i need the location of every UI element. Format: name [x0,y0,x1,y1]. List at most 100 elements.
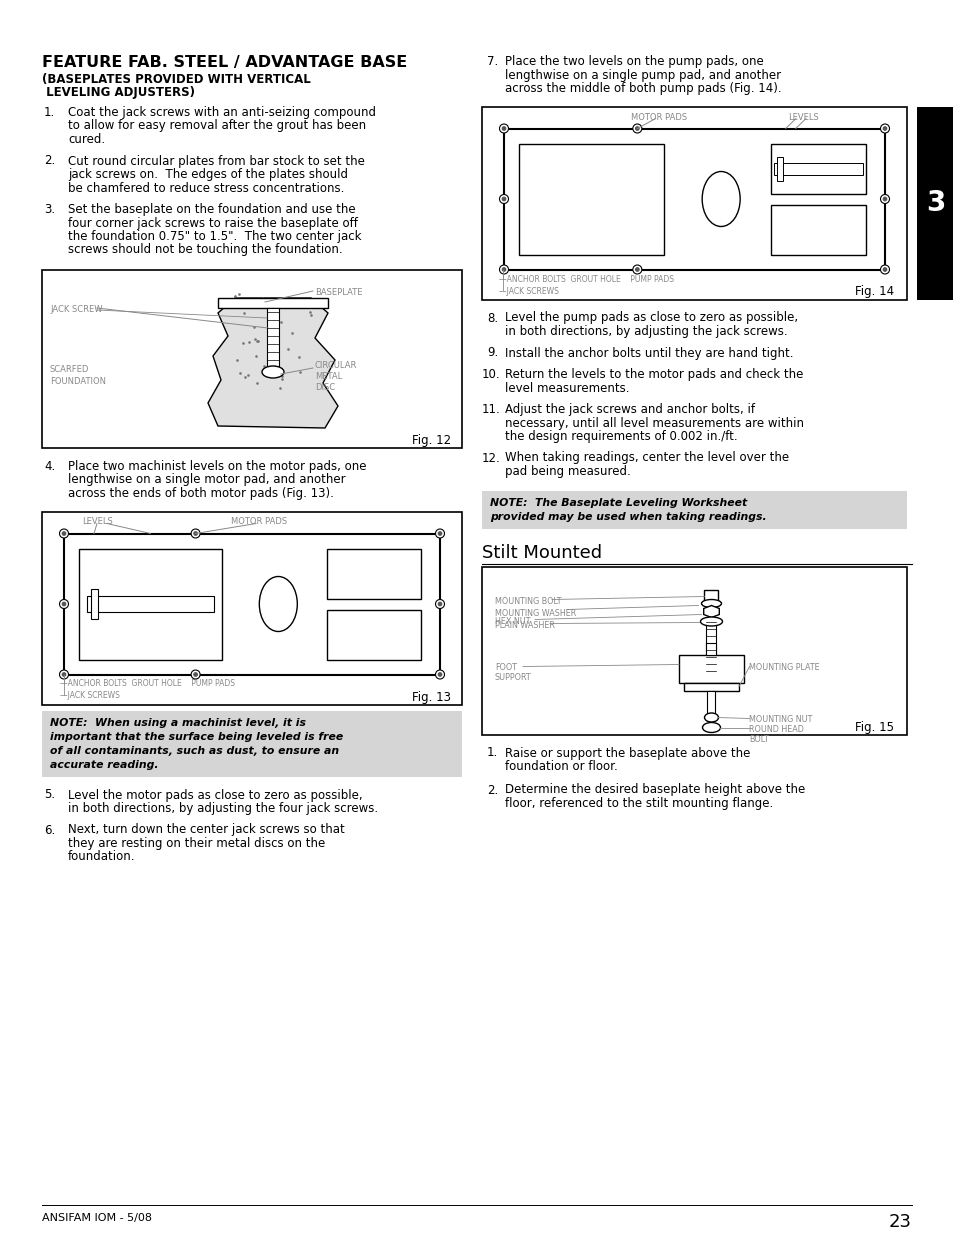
Bar [218,298,328,308]
Text: Place two machinist levels on the motor pads, one: Place two machinist levels on the motor … [68,459,366,473]
Text: Fig. 14: Fig. 14 [854,285,893,299]
Ellipse shape [701,172,740,226]
Text: 4.: 4. [44,459,55,473]
Circle shape [437,603,441,606]
Bar [679,655,743,683]
Text: Determine the desired baseplate height above the: Determine the desired baseplate height a… [504,783,804,797]
Text: Fig. 12: Fig. 12 [412,433,451,447]
Text: to allow for easy removal after the grout has been: to allow for easy removal after the grou… [68,120,366,132]
Text: MOUNTING WASHER: MOUNTING WASHER [495,609,576,618]
Text: 6.: 6. [44,824,55,836]
Text: —JACK SCREWS: —JACK SCREWS [498,287,558,295]
Text: METAL: METAL [314,372,342,382]
Bar [79,548,222,659]
Text: 2.: 2. [486,783,497,797]
Text: HEX NUT: HEX NUT [495,618,530,626]
Bar [481,490,906,529]
Text: When taking readings, center the level over the: When taking readings, center the level o… [504,452,788,464]
Bar [481,106,906,300]
Text: foundation or floor.: foundation or floor. [504,760,618,773]
Bar [87,597,213,613]
Circle shape [632,266,641,274]
Bar [327,548,421,599]
Polygon shape [703,605,719,618]
Circle shape [191,671,200,679]
Text: accurate reading.: accurate reading. [50,760,158,769]
Ellipse shape [700,618,721,626]
Text: across the middle of both pump pads (Fig. 14).: across the middle of both pump pads (Fig… [504,82,781,95]
Bar [481,567,906,735]
Text: across the ends of both motor pads (Fig. 13).: across the ends of both motor pads (Fig.… [68,487,334,500]
Text: Cut round circular plates from bar stock to set the: Cut round circular plates from bar stock… [68,154,364,168]
Circle shape [501,268,505,272]
Text: MOTOR PADS: MOTOR PADS [231,517,287,526]
Circle shape [435,529,444,538]
Ellipse shape [262,366,284,378]
Circle shape [882,127,886,131]
Text: Return the levels to the motor pads and check the: Return the levels to the motor pads and … [504,368,802,382]
Circle shape [880,124,888,133]
Text: NOTE:  When using a machinist level, it is: NOTE: When using a machinist level, it i… [50,718,306,727]
Ellipse shape [700,599,720,608]
Circle shape [193,673,197,677]
Text: MOTOR PADS: MOTOR PADS [630,112,686,121]
Text: foundation.: foundation. [68,851,135,863]
Circle shape [191,529,200,538]
Text: BASEPLATE: BASEPLATE [314,288,362,296]
Circle shape [635,127,639,131]
Bar [706,618,716,673]
Bar [42,511,461,704]
Text: screws should not be touching the foundation.: screws should not be touching the founda… [68,243,342,257]
Text: lengthwise on a single pump pad, and another: lengthwise on a single pump pad, and ano… [504,68,781,82]
Text: 12.: 12. [481,452,500,464]
Bar [703,589,718,604]
Bar [770,143,865,194]
Text: lengthwise on a single motor pad, and another: lengthwise on a single motor pad, and an… [68,473,345,487]
Text: JACK SCREW: JACK SCREW [50,305,102,314]
Circle shape [437,673,441,677]
Text: —ANCHOR BOLTS  GROUT HOLE    PUMP PADS: —ANCHOR BOLTS GROUT HOLE PUMP PADS [60,679,234,688]
Circle shape [62,673,66,677]
Bar [773,163,862,174]
Text: CIRCULAR: CIRCULAR [314,361,357,370]
Text: 1.: 1. [44,106,55,119]
Text: 3: 3 [924,189,944,217]
Bar [916,106,953,300]
Circle shape [635,268,639,272]
Text: Level the pump pads as close to zero as possible,: Level the pump pads as close to zero as … [504,311,798,325]
Text: 9.: 9. [486,347,497,359]
Text: 5.: 5. [44,788,55,802]
Text: Coat the jack screws with an anti-seizing compound: Coat the jack screws with an anti-seizin… [68,106,375,119]
Circle shape [435,671,444,679]
Text: —JACK SCREWS: —JACK SCREWS [60,692,120,700]
Text: Level the motor pads as close to zero as possible,: Level the motor pads as close to zero as… [68,788,362,802]
Text: FEATURE FAB. STEEL / ADVANTAGE BASE: FEATURE FAB. STEEL / ADVANTAGE BASE [42,56,407,70]
Text: MOUNTING BOLT: MOUNTING BOLT [495,598,561,606]
Text: SCARFED: SCARFED [50,366,90,374]
Circle shape [499,194,508,204]
Text: provided may be used when taking readings.: provided may be used when taking reading… [490,511,766,521]
Text: Stilt Mounted: Stilt Mounted [481,545,601,562]
Circle shape [435,599,444,609]
Text: ROUND HEAD: ROUND HEAD [749,725,803,734]
Text: 11.: 11. [481,403,500,416]
Text: PLAIN WASHER: PLAIN WASHER [495,621,555,631]
Text: 23: 23 [888,1213,911,1231]
Bar [776,157,781,180]
Text: 1.: 1. [486,746,497,760]
Text: necessary, until all level measurements are within: necessary, until all level measurements … [504,416,803,430]
Text: FOOT: FOOT [495,662,517,672]
Text: DISC: DISC [314,383,335,391]
Ellipse shape [259,577,297,631]
Text: (BASEPLATES PROVIDED WITH VERTICAL: (BASEPLATES PROVIDED WITH VERTICAL [42,73,311,86]
Circle shape [882,268,886,272]
Circle shape [62,603,66,606]
Text: Fig. 13: Fig. 13 [412,690,451,704]
Text: level measurements.: level measurements. [504,382,629,394]
Text: LEVELS: LEVELS [787,112,818,121]
Circle shape [193,532,197,535]
Polygon shape [208,298,337,429]
Bar [267,308,278,366]
Circle shape [499,124,508,133]
Text: MOUNTING NUT: MOUNTING NUT [749,715,812,725]
